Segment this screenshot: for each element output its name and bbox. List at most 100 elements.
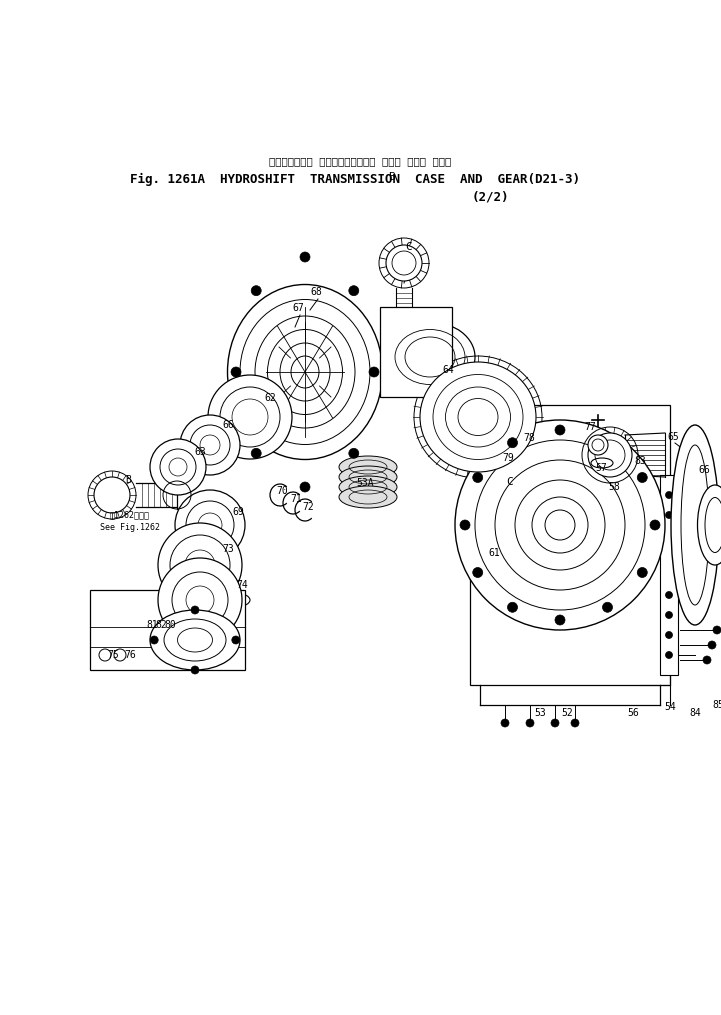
Circle shape bbox=[603, 602, 613, 612]
Text: 76: 76 bbox=[124, 650, 136, 660]
Circle shape bbox=[180, 415, 240, 475]
Text: 83: 83 bbox=[634, 456, 646, 466]
Circle shape bbox=[191, 606, 199, 614]
Text: 第1262図参照: 第1262図参照 bbox=[110, 511, 150, 520]
Circle shape bbox=[665, 592, 673, 599]
Circle shape bbox=[150, 636, 158, 644]
Text: 66: 66 bbox=[698, 465, 710, 475]
Text: 66: 66 bbox=[222, 420, 234, 430]
Circle shape bbox=[392, 251, 416, 275]
Circle shape bbox=[532, 497, 588, 553]
Circle shape bbox=[551, 719, 559, 727]
Circle shape bbox=[603, 437, 613, 448]
Circle shape bbox=[545, 510, 575, 540]
Bar bbox=[380, 307, 452, 397]
Circle shape bbox=[650, 520, 660, 530]
Ellipse shape bbox=[385, 322, 475, 392]
Circle shape bbox=[158, 523, 242, 607]
Circle shape bbox=[386, 245, 422, 281]
Text: 78: 78 bbox=[523, 433, 535, 443]
Circle shape bbox=[637, 567, 647, 578]
Text: 71: 71 bbox=[290, 494, 302, 504]
Circle shape bbox=[251, 449, 261, 459]
Circle shape bbox=[555, 425, 565, 435]
Text: Fig. 1261A  HYDROSHIFT  TRANSMISSION  CASE  AND  GEAR(D21-3): Fig. 1261A HYDROSHIFT TRANSMISSION CASE … bbox=[130, 173, 580, 186]
Circle shape bbox=[158, 558, 242, 642]
Bar bbox=[660, 475, 678, 675]
Circle shape bbox=[708, 641, 716, 649]
Text: 68: 68 bbox=[310, 287, 322, 297]
Text: 67: 67 bbox=[292, 303, 304, 313]
Ellipse shape bbox=[705, 497, 721, 552]
Circle shape bbox=[191, 666, 199, 674]
Ellipse shape bbox=[150, 588, 250, 612]
Circle shape bbox=[555, 615, 565, 625]
Text: 52: 52 bbox=[561, 708, 573, 718]
Ellipse shape bbox=[228, 284, 383, 460]
Circle shape bbox=[251, 285, 261, 295]
Text: 56: 56 bbox=[627, 708, 639, 718]
Bar bbox=[470, 405, 670, 685]
Circle shape bbox=[592, 439, 604, 451]
Circle shape bbox=[231, 367, 241, 377]
Circle shape bbox=[665, 512, 673, 519]
Circle shape bbox=[515, 480, 605, 570]
Text: ハイドロシフト  トランスミッション  ケース  および  ギヤー: ハイドロシフト トランスミッション ケース および ギヤー bbox=[269, 156, 451, 166]
Circle shape bbox=[186, 586, 214, 614]
Circle shape bbox=[595, 439, 625, 470]
Text: 79: 79 bbox=[502, 453, 514, 463]
Text: 61: 61 bbox=[488, 548, 500, 558]
Text: B: B bbox=[125, 475, 131, 485]
Text: See Fig.1262: See Fig.1262 bbox=[100, 524, 160, 533]
Circle shape bbox=[571, 719, 579, 727]
Text: 73: 73 bbox=[222, 544, 234, 554]
Ellipse shape bbox=[420, 362, 536, 472]
Text: 63: 63 bbox=[194, 447, 206, 457]
Circle shape bbox=[186, 501, 234, 549]
Circle shape bbox=[665, 652, 673, 659]
Text: 65: 65 bbox=[667, 432, 679, 442]
Text: 84: 84 bbox=[689, 708, 701, 718]
Ellipse shape bbox=[339, 476, 397, 498]
Circle shape bbox=[637, 473, 647, 482]
Circle shape bbox=[300, 482, 310, 492]
Ellipse shape bbox=[339, 456, 397, 478]
Text: C: C bbox=[406, 242, 412, 252]
Text: 54: 54 bbox=[664, 702, 676, 712]
Circle shape bbox=[508, 437, 518, 448]
Text: 85: 85 bbox=[712, 700, 721, 710]
Text: (2/2): (2/2) bbox=[472, 191, 509, 203]
Circle shape bbox=[455, 420, 665, 630]
Circle shape bbox=[713, 626, 721, 634]
Text: C: C bbox=[507, 477, 513, 487]
Ellipse shape bbox=[697, 485, 721, 565]
Circle shape bbox=[369, 367, 379, 377]
Text: 80: 80 bbox=[164, 620, 176, 630]
Circle shape bbox=[220, 387, 280, 447]
Circle shape bbox=[508, 602, 518, 612]
Text: 69: 69 bbox=[232, 508, 244, 517]
Text: 62: 62 bbox=[264, 393, 276, 403]
Text: 82: 82 bbox=[155, 620, 167, 630]
Circle shape bbox=[300, 252, 310, 262]
Circle shape bbox=[665, 491, 673, 498]
Circle shape bbox=[190, 425, 230, 465]
Text: 57: 57 bbox=[595, 463, 607, 473]
Ellipse shape bbox=[339, 466, 397, 488]
Circle shape bbox=[526, 719, 534, 727]
Circle shape bbox=[170, 535, 230, 595]
Ellipse shape bbox=[681, 445, 709, 605]
Circle shape bbox=[460, 520, 470, 530]
Text: 77: 77 bbox=[584, 422, 596, 432]
Bar bbox=[90, 590, 245, 670]
Text: 81: 81 bbox=[146, 620, 158, 630]
Text: 70: 70 bbox=[276, 486, 288, 496]
Circle shape bbox=[349, 285, 359, 295]
Circle shape bbox=[185, 550, 215, 580]
Circle shape bbox=[232, 399, 268, 435]
Circle shape bbox=[231, 636, 240, 644]
Ellipse shape bbox=[339, 486, 397, 508]
Text: 53: 53 bbox=[534, 708, 546, 718]
Circle shape bbox=[94, 477, 130, 513]
Text: 75: 75 bbox=[107, 650, 119, 660]
